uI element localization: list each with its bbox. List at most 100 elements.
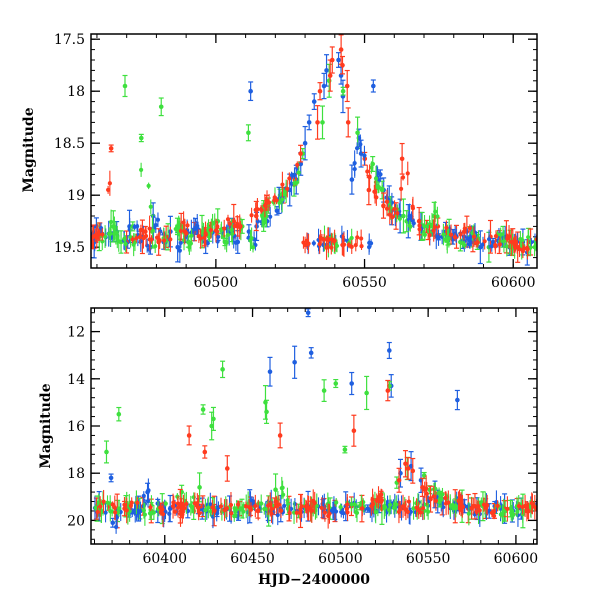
data-point: [367, 175, 372, 180]
data-point: [392, 502, 397, 507]
data-point: [114, 524, 119, 530]
data-point: [237, 506, 243, 511]
data-point: [274, 198, 279, 203]
data-point: [267, 200, 272, 205]
data-point: [405, 466, 411, 471]
data-point: [228, 502, 234, 508]
bottom-y-axis-label: Magnitude: [38, 383, 54, 468]
data-point: [287, 176, 292, 181]
data-point: [224, 466, 230, 471]
data-point: [269, 506, 274, 512]
data-point: [410, 204, 415, 209]
data-point: [353, 510, 359, 515]
data-point: [398, 507, 403, 512]
data-point: [280, 182, 285, 187]
data-point: [395, 211, 400, 216]
data-point: [354, 146, 360, 151]
data-point: [185, 223, 190, 228]
data-point: [334, 500, 339, 505]
data-point: [108, 146, 114, 151]
data-point: [474, 241, 479, 246]
data-point: [427, 232, 432, 238]
data-point: [274, 208, 280, 214]
data-point: [273, 487, 278, 493]
data-point: [355, 130, 360, 136]
data-point: [211, 416, 216, 422]
data-point: [267, 369, 273, 375]
data-point: [306, 120, 312, 125]
data-point: [403, 461, 408, 467]
bottom-panel-tick-labels: 60400 60450 60500 60550 60600 12 14 16 18 20: [67, 325, 538, 567]
data-point: [294, 180, 299, 185]
data-point: [108, 231, 113, 236]
data-point: [285, 498, 290, 503]
data-point: [378, 499, 384, 505]
data-point: [358, 142, 363, 147]
top-y-axis-label: Magnitude: [21, 107, 37, 192]
data-point: [282, 503, 287, 508]
data-point: [471, 503, 476, 509]
data-point: [471, 234, 477, 239]
data-point: [392, 206, 397, 212]
top-panel-frame: [90, 33, 538, 269]
x-tick-label: 60550: [406, 551, 451, 567]
data-point: [410, 468, 416, 474]
data-point: [151, 510, 156, 515]
bottom-panel-frame: [90, 307, 538, 545]
data-point: [367, 245, 372, 250]
data-point: [525, 247, 530, 252]
data-point: [168, 237, 173, 242]
data-point: [370, 497, 375, 502]
data-point: [420, 506, 426, 511]
data-point: [489, 510, 495, 515]
data-point: [110, 520, 116, 526]
data-point: [229, 511, 234, 516]
data-point: [107, 181, 112, 186]
data-point: [184, 231, 189, 236]
data-point: [374, 498, 379, 503]
x-tick-label: 60600: [494, 551, 539, 567]
data-point: [431, 228, 436, 233]
data-point: [122, 83, 128, 89]
data-point: [108, 219, 114, 225]
data-point: [202, 235, 207, 240]
data-point: [237, 224, 242, 229]
data-point: [154, 235, 160, 240]
data-point: [441, 505, 446, 510]
data-point: [371, 83, 376, 89]
x-tick-label: 60600: [491, 275, 536, 291]
data-point: [292, 359, 297, 365]
data-point: [146, 488, 151, 493]
data-point: [100, 232, 105, 237]
data-point: [206, 505, 211, 510]
x-tick-label: 60550: [342, 275, 387, 291]
data-point: [491, 513, 497, 518]
data-point: [331, 239, 337, 244]
y-tick-label: 19.5: [54, 240, 85, 256]
data-point: [220, 367, 225, 372]
data-point: [338, 504, 343, 510]
data-point: [203, 508, 208, 513]
data-point: [338, 47, 344, 52]
data-point: [320, 120, 325, 125]
data-point: [153, 222, 158, 228]
x-tick-label: 60500: [194, 275, 239, 291]
data-point: [225, 217, 231, 222]
data-point: [376, 495, 381, 500]
data-point: [329, 57, 335, 63]
data-point: [396, 477, 402, 483]
data-point: [143, 233, 149, 239]
data-point: [386, 507, 392, 512]
data-point: [180, 512, 185, 517]
data-point: [222, 226, 227, 231]
y-tick-label: 19: [67, 188, 85, 204]
data-point: [522, 503, 528, 509]
data-point: [433, 498, 439, 503]
data-point: [138, 227, 143, 233]
data-point: [444, 225, 449, 230]
data-point: [399, 186, 404, 191]
data-point: [225, 232, 231, 238]
data-point: [417, 227, 422, 232]
data-point: [446, 500, 451, 505]
x-tick-label: 60400: [142, 551, 187, 567]
